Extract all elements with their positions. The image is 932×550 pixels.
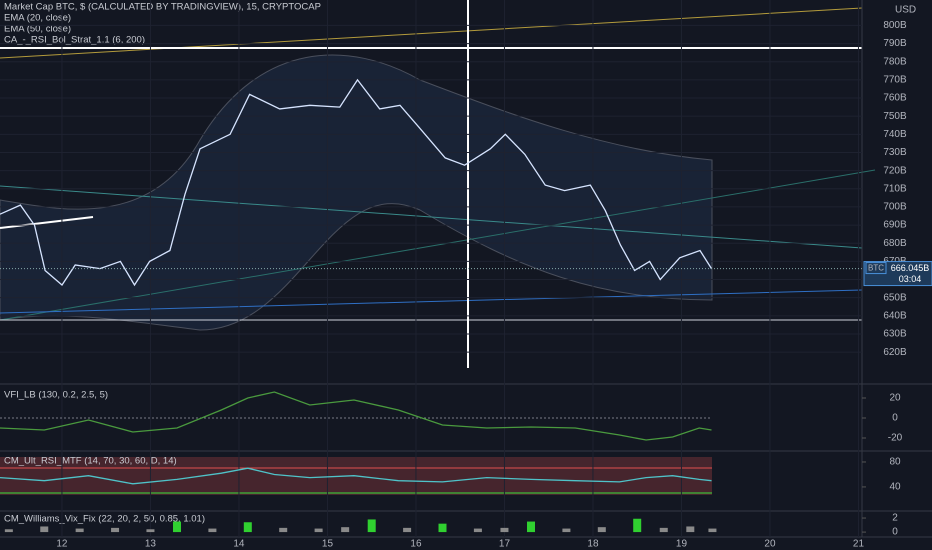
y-tick-label: 40 xyxy=(889,482,901,493)
y-tick-label: 760B xyxy=(883,93,907,104)
y-tick-label: 620B xyxy=(883,347,907,358)
y-tick-label: 720B xyxy=(883,165,907,176)
x-tick-label: 15 xyxy=(322,539,334,550)
y-tick-label: 640B xyxy=(883,310,907,321)
indicator-label: EMA (50, close) xyxy=(4,24,71,35)
bar xyxy=(146,529,155,533)
y-tick-label: 650B xyxy=(883,292,907,303)
countdown: 03:04 xyxy=(899,274,922,284)
trend-line xyxy=(0,289,863,314)
trend-line xyxy=(0,216,94,229)
pane-title: CM_Ult_RSI_MTF (14, 70, 30, 60, D, 14) xyxy=(4,456,177,467)
x-tick-label: 14 xyxy=(233,539,245,550)
series-line xyxy=(0,391,712,441)
bar xyxy=(708,528,717,533)
bar xyxy=(243,522,252,533)
bar xyxy=(208,528,217,533)
y-tick-label: 700B xyxy=(883,202,907,213)
bar xyxy=(40,526,49,533)
y-tick-label: 800B xyxy=(883,20,907,31)
x-tick-label: 13 xyxy=(145,539,157,550)
trend-line xyxy=(0,185,863,249)
y-tick-label: 710B xyxy=(883,183,907,194)
y-tick-label: -20 xyxy=(888,433,903,444)
y-tick-label: 750B xyxy=(883,111,907,122)
trend-line xyxy=(0,169,876,321)
y-tick-label: 80 xyxy=(889,457,901,468)
bar xyxy=(527,521,536,533)
x-tick-label: 12 xyxy=(56,539,68,550)
y-tick-label: 790B xyxy=(883,38,907,49)
y-tick-label: 630B xyxy=(883,329,907,340)
indicator-label: EMA (20, close) xyxy=(4,13,71,24)
bar xyxy=(4,529,13,533)
bar xyxy=(367,519,376,533)
y-tick-label: 730B xyxy=(883,147,907,158)
bar xyxy=(686,526,695,533)
series-line xyxy=(0,467,712,485)
bar xyxy=(633,518,642,533)
x-tick-label: 20 xyxy=(764,539,776,550)
chart-title: Market Cap BTC, $ (CALCULATED BY TRADING… xyxy=(4,2,321,13)
price-label: 666.045B xyxy=(891,263,930,273)
bar xyxy=(75,528,84,533)
bar xyxy=(562,528,571,533)
series-name: BTC xyxy=(868,264,884,273)
bar xyxy=(473,528,482,533)
bar xyxy=(111,527,120,533)
bar xyxy=(438,523,447,533)
bar xyxy=(314,528,323,533)
y-tick-label: 740B xyxy=(883,129,907,140)
bar xyxy=(173,521,182,533)
y-tick-label: 780B xyxy=(883,56,907,67)
indicator-label: CA_-_RSI_Bol_Strat_1.1 (6, 200) xyxy=(4,35,145,46)
x-tick-label: 19 xyxy=(676,539,688,550)
y-tick-label: 0 xyxy=(892,413,898,424)
trend-line xyxy=(0,7,863,59)
y-tick-label: 2 xyxy=(892,513,898,524)
bar xyxy=(403,527,412,533)
x-tick-label: 17 xyxy=(499,539,511,550)
x-tick-label: 21 xyxy=(853,539,865,550)
bar xyxy=(341,527,350,533)
x-tick-label: 18 xyxy=(587,539,599,550)
y-tick-label: 20 xyxy=(889,393,901,404)
x-tick-label: 16 xyxy=(410,539,422,550)
y-tick-label: 0 xyxy=(892,527,898,538)
y-tick-label: 680B xyxy=(883,238,907,249)
series-tag xyxy=(865,262,887,275)
bar xyxy=(597,527,606,533)
pane-title: VFI_LB (130, 0.2, 2.5, 5) xyxy=(4,390,108,401)
pane-title: CM_Williams_Vix_Fix (22, 20, 2, 50, 0.85… xyxy=(4,514,205,525)
y-tick-label: 690B xyxy=(883,220,907,231)
bar xyxy=(659,527,668,533)
y-tick-label: 770B xyxy=(883,75,907,86)
bar xyxy=(500,527,509,533)
unit-label: USD xyxy=(895,5,916,16)
series-line xyxy=(0,78,713,287)
bar xyxy=(279,527,288,533)
